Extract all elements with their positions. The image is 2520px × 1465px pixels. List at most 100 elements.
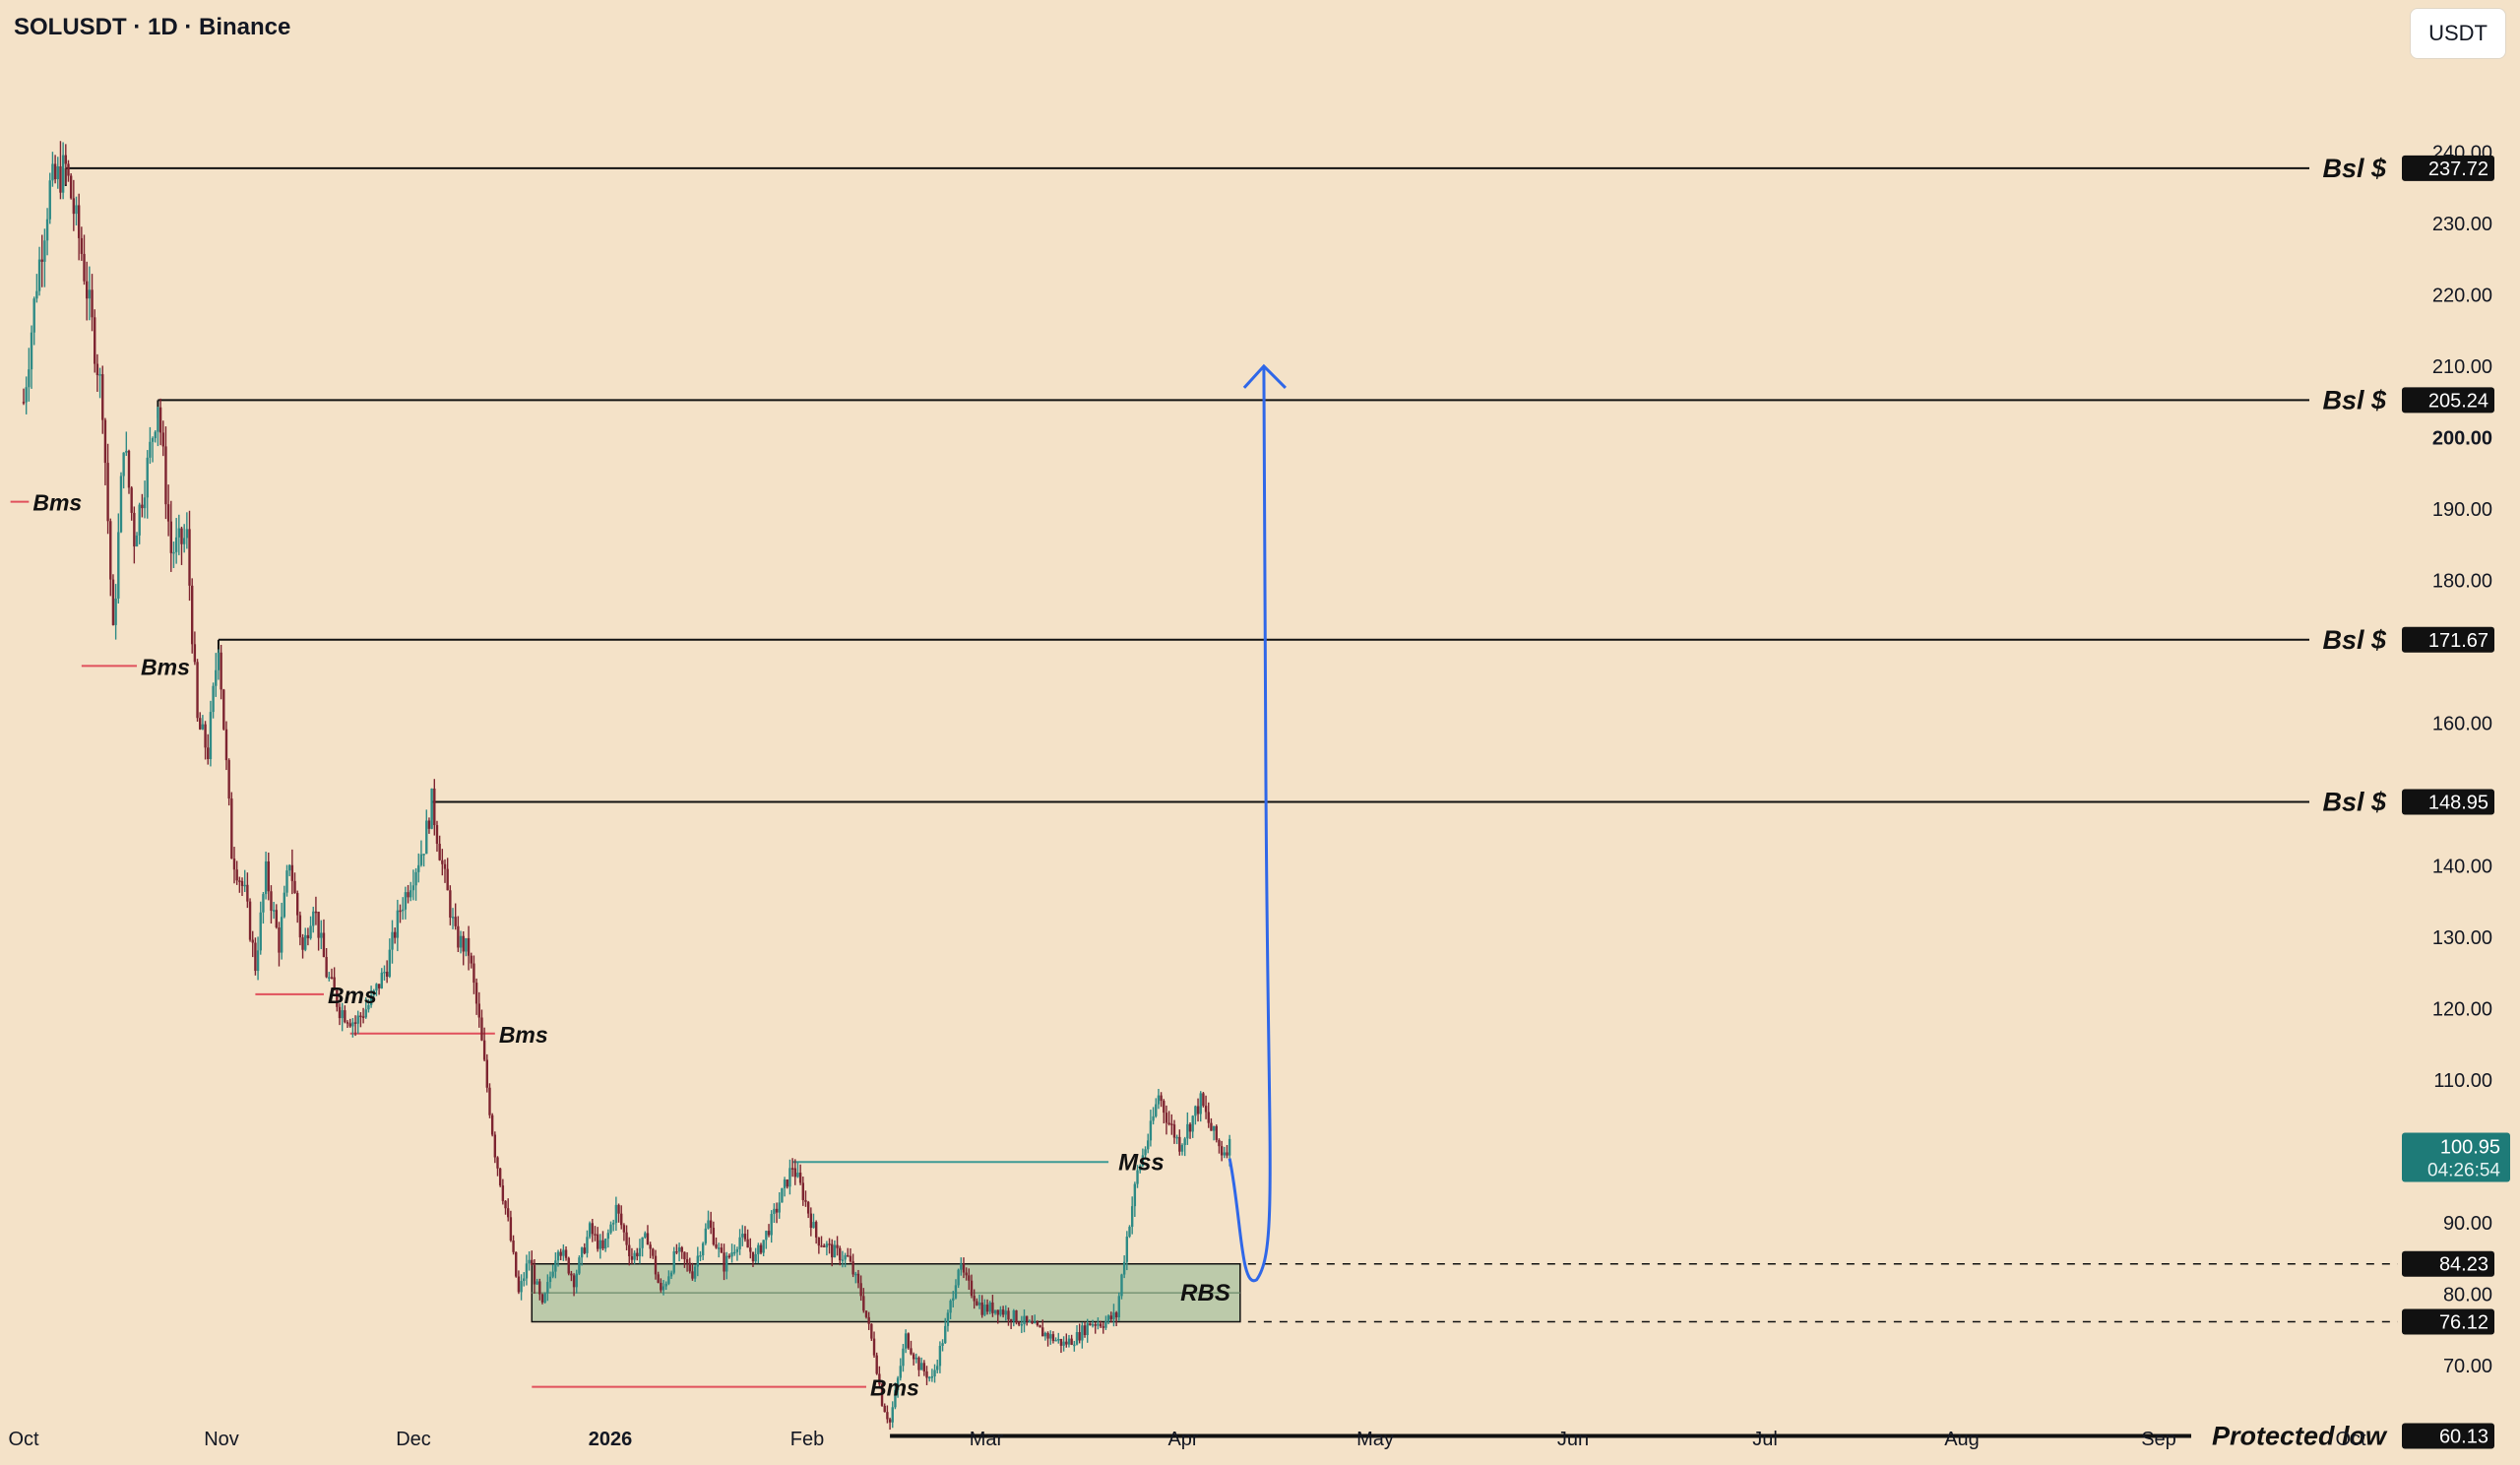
candle-body xyxy=(359,1015,362,1018)
candle-body xyxy=(925,1370,928,1378)
protected-low-tag-bg xyxy=(2402,1423,2494,1449)
candle-body xyxy=(691,1271,694,1279)
candle-body xyxy=(388,949,392,978)
candle-body xyxy=(1120,1274,1123,1297)
candle-body xyxy=(367,1004,370,1010)
price-axis[interactable]: 70.00 80.00 90.00 110.00 120.00 130.00 140.00 1… xyxy=(2402,142,2510,1449)
time-tick: Dec xyxy=(396,1429,431,1450)
candle-body xyxy=(407,892,410,898)
candle-body xyxy=(341,1010,344,1019)
candle-body xyxy=(730,1252,733,1257)
candle-body xyxy=(973,1296,976,1302)
current-price-tag-bg xyxy=(2402,1132,2510,1182)
candle-body xyxy=(45,219,49,241)
candle-body xyxy=(614,1204,618,1224)
time-tick: Oct xyxy=(2335,1429,2366,1450)
candle-body xyxy=(1067,1338,1071,1345)
candle-body xyxy=(25,387,28,403)
candle-body xyxy=(212,685,215,713)
candle-body xyxy=(567,1257,570,1274)
candle-body xyxy=(531,1259,534,1266)
candle-body xyxy=(864,1310,868,1317)
candle-body xyxy=(828,1243,831,1245)
candle-body xyxy=(849,1255,852,1262)
candle-body xyxy=(1122,1261,1126,1275)
candle-body xyxy=(238,880,241,882)
candle-body xyxy=(1015,1310,1018,1323)
candle-body xyxy=(970,1280,974,1297)
candle-body xyxy=(783,1179,787,1188)
candle-body xyxy=(583,1247,586,1253)
candle-body xyxy=(804,1199,807,1202)
candle-body xyxy=(896,1377,900,1390)
candle-body xyxy=(520,1281,523,1293)
candle-body xyxy=(762,1240,765,1253)
candle-body xyxy=(215,669,218,686)
candle-body xyxy=(396,910,400,938)
candle-body xyxy=(64,155,67,164)
candle-body xyxy=(786,1179,788,1187)
candle-body xyxy=(240,880,244,886)
candle-body xyxy=(267,860,270,892)
candle-body xyxy=(95,363,99,376)
candle-body xyxy=(278,927,281,953)
candle-body xyxy=(540,1294,544,1303)
candle-body xyxy=(338,1006,342,1019)
bsl-price-tag-bg xyxy=(2402,155,2494,181)
candle-body xyxy=(841,1259,845,1261)
candle-body xyxy=(443,863,447,869)
time-tick: Sep xyxy=(2141,1429,2176,1450)
candle-body xyxy=(775,1208,779,1213)
candle-body xyxy=(485,1059,488,1088)
candle-body xyxy=(399,910,402,913)
candle-body xyxy=(346,1022,349,1024)
candle-body xyxy=(677,1246,681,1252)
candle-body xyxy=(127,450,131,488)
candle-body xyxy=(1112,1312,1115,1319)
candle-body xyxy=(952,1298,955,1302)
candle-body xyxy=(564,1249,568,1258)
candle-body xyxy=(275,910,278,928)
candle-body xyxy=(960,1263,963,1270)
candle-body xyxy=(1034,1321,1037,1324)
candle-body xyxy=(894,1389,897,1408)
candle-body xyxy=(91,289,94,318)
candle-body xyxy=(201,724,205,730)
time-tick: Apr xyxy=(1167,1429,1198,1450)
candle-body xyxy=(30,332,33,370)
candle-body xyxy=(767,1231,771,1236)
candle-body xyxy=(325,957,328,978)
candle-body xyxy=(773,1208,776,1214)
candle-body xyxy=(517,1276,521,1293)
candle-body xyxy=(1130,1206,1134,1228)
candle-body xyxy=(1106,1315,1110,1321)
candle-body xyxy=(725,1255,728,1272)
candle-body xyxy=(904,1333,908,1349)
candles-layer xyxy=(22,141,1231,1431)
currency-button[interactable]: USDT xyxy=(2410,8,2506,59)
candle-body xyxy=(649,1244,652,1249)
candle-body xyxy=(56,166,59,180)
candle-body xyxy=(985,1305,989,1312)
candle-body xyxy=(680,1246,683,1252)
candle-body xyxy=(117,532,120,599)
candle-body xyxy=(933,1369,936,1376)
candle-body xyxy=(259,912,262,951)
candle-body xyxy=(548,1276,552,1283)
candle-body xyxy=(598,1240,602,1249)
candle-body xyxy=(149,441,152,458)
time-axis[interactable]: Oct Nov Dec 2026 Feb Mar Apr May Jun Jul Aug Sep Oct xyxy=(8,1429,2366,1450)
candle-body xyxy=(1180,1145,1184,1152)
candle-body xyxy=(204,724,207,748)
candle-body xyxy=(1183,1138,1186,1146)
candle-body xyxy=(657,1274,660,1283)
bsl-price-tag: 171.67 xyxy=(2428,630,2488,652)
candle-body xyxy=(177,528,181,538)
candle-body xyxy=(158,407,162,433)
candle-body xyxy=(410,890,412,898)
candle-body xyxy=(1075,1332,1079,1345)
price-tick: 210.00 xyxy=(2432,356,2492,378)
candle-body xyxy=(562,1249,565,1256)
candle-body xyxy=(157,407,159,432)
